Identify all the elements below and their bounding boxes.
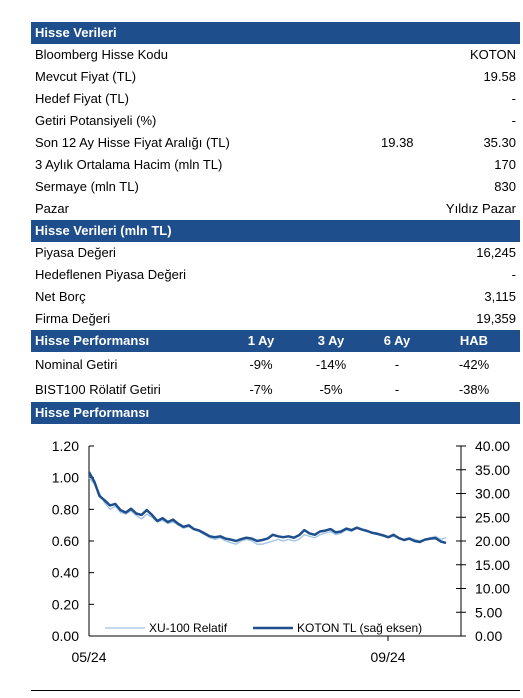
table-row: Bloomberg Hisse Kodu KOTON: [31, 44, 520, 66]
table-row: Nominal Getiri -9% -14% - -42%: [31, 352, 520, 377]
row-label: Piyasa Değeri: [35, 245, 116, 260]
table-row: Firma Değeri 19,359: [31, 308, 520, 330]
performance-header: Hisse Performansı 1 Ay 3 Ay 6 Ay HAB: [31, 330, 520, 352]
perf-value: -38%: [458, 382, 490, 397]
perf-value: -9%: [249, 357, 273, 372]
row-value: 3,115: [484, 289, 516, 304]
right-tick-label: 40.00: [475, 438, 510, 454]
valuation-rows: Piyasa Değeri 16,245 Hedeflenen Piyasa Değ…: [31, 242, 520, 330]
left-tick-label: 1.20: [52, 438, 79, 454]
performance-rows: Nominal Getiri -9% -14% - -42% BIST100 Rölati…: [31, 352, 520, 402]
row-label: Firma Değeri: [35, 311, 111, 326]
col-3ay: 3 Ay: [317, 333, 345, 348]
row-value: KOTON: [470, 47, 516, 62]
row-value: -: [511, 91, 516, 106]
legend-xu100-label: XU-100 Relatif: [149, 621, 228, 635]
row-value: -: [511, 113, 516, 128]
table-row: Pazar Yıldız Pazar: [31, 198, 520, 220]
row-label: Hedeflenen Piyasa Değeri: [35, 267, 187, 282]
row-label: Pazar: [35, 201, 69, 216]
perf-value: -42%: [458, 357, 490, 372]
col-1ay: 1 Ay: [247, 333, 275, 348]
row-label: Mevcut Fiyat (TL): [35, 69, 137, 84]
performance-title: Hisse Performansı: [35, 333, 150, 348]
perf-value: -: [394, 382, 400, 397]
table-row: BIST100 Rölatif Getiri -7% -5% - -38%: [31, 377, 520, 402]
row-label: Nominal Getiri: [35, 357, 118, 372]
table-row: Piyasa Değeri 16,245: [31, 242, 520, 264]
row-value: 830: [494, 179, 516, 194]
price-chart: 1.20 1.00 0.80 0.60 0.40 0.20 0.00 40.00 35.00 30…: [31, 426, 520, 676]
left-tick-label: 1.00: [52, 470, 79, 486]
x-tick-label: 09/24: [370, 649, 405, 665]
range-low-value: 19.38: [381, 135, 414, 150]
legend-koton-label: KOTON TL (sağ eksen): [297, 621, 422, 635]
koton-price-line: [87, 471, 447, 545]
row-label: 3 Aylık Ortalama Hacim (mln TL): [35, 157, 223, 172]
bottom-rule: [31, 690, 520, 691]
right-tick-label: 15.00: [475, 557, 510, 573]
row-label: Getiri Potansiyeli (%): [35, 113, 157, 128]
left-tick-label: 0.00: [52, 628, 79, 644]
row-value: 19.58: [483, 69, 516, 84]
perf-value: -: [394, 357, 400, 372]
perf-value: -7%: [249, 382, 273, 397]
left-tick-label: 0.80: [52, 501, 79, 517]
stock-data-rows: Bloomberg Hisse Kodu KOTON Mevcut Fiyat (T…: [31, 44, 520, 220]
data-tables: Hisse Verileri Bloomberg Hisse Kodu KOTON…: [31, 22, 520, 424]
row-label: Sermaye (mln TL): [35, 179, 139, 194]
table-row: Son 12 Ay Hisse Fiyat Aralığı (TL) 19.38 3…: [31, 132, 520, 154]
row-value: -: [511, 267, 516, 282]
right-tick-label: 20.00: [475, 533, 510, 549]
row-value: 170: [494, 157, 516, 172]
row-value: Yıldız Pazar: [445, 201, 516, 216]
row-label: Hedef Fiyat (TL): [35, 91, 129, 106]
row-label: Net Borç: [35, 289, 86, 304]
x-tick-label: 05/24: [71, 649, 106, 665]
row-label: BIST100 Rölatif Getiri: [35, 382, 161, 397]
perf-value: -5%: [319, 382, 343, 397]
left-tick-label: 0.40: [52, 565, 79, 581]
row-label: Son 12 Ay Hisse Fiyat Aralığı (TL): [35, 135, 230, 150]
table-row: Mevcut Fiyat (TL) 19.58: [31, 66, 520, 88]
table-row: Hedeflenen Piyasa Değeri -: [31, 264, 520, 286]
row-value: 35.30: [483, 135, 516, 150]
table-row: 3 Aylık Ortalama Hacim (mln TL) 170: [31, 154, 520, 176]
right-tick-label: 35.00: [475, 462, 510, 478]
table-row: Sermaye (mln TL) 830: [31, 176, 520, 198]
chart-header: Hisse Performansı: [31, 402, 520, 424]
valuation-header: Hisse Verileri (mln TL): [31, 220, 520, 242]
right-tick-label: 5.00: [475, 604, 502, 620]
left-tick-label: 0.20: [52, 596, 79, 612]
right-tick-label: 0.00: [475, 628, 502, 644]
col-hab: HAB: [459, 333, 489, 348]
table-row: Hedef Fiyat (TL) -: [31, 88, 520, 110]
row-value: 16,245: [476, 245, 516, 260]
right-tick-label: 30.00: [475, 486, 510, 502]
right-tick-label: 10.00: [475, 581, 510, 597]
col-6ay: 6 Ay: [383, 333, 411, 348]
perf-value: -14%: [315, 357, 347, 372]
chart-svg: 1.20 1.00 0.80 0.60 0.40 0.20 0.00 40.00 35.00 30…: [52, 438, 510, 665]
table-row: Net Borç 3,115: [31, 286, 520, 308]
left-tick-label: 0.60: [52, 533, 79, 549]
stock-data-header: Hisse Verileri: [31, 22, 520, 44]
right-tick-label: 25.00: [475, 509, 510, 525]
row-value: 19,359: [476, 311, 516, 326]
row-label: Bloomberg Hisse Kodu: [35, 47, 168, 62]
table-row: Getiri Potansiyeli (%) -: [31, 110, 520, 132]
